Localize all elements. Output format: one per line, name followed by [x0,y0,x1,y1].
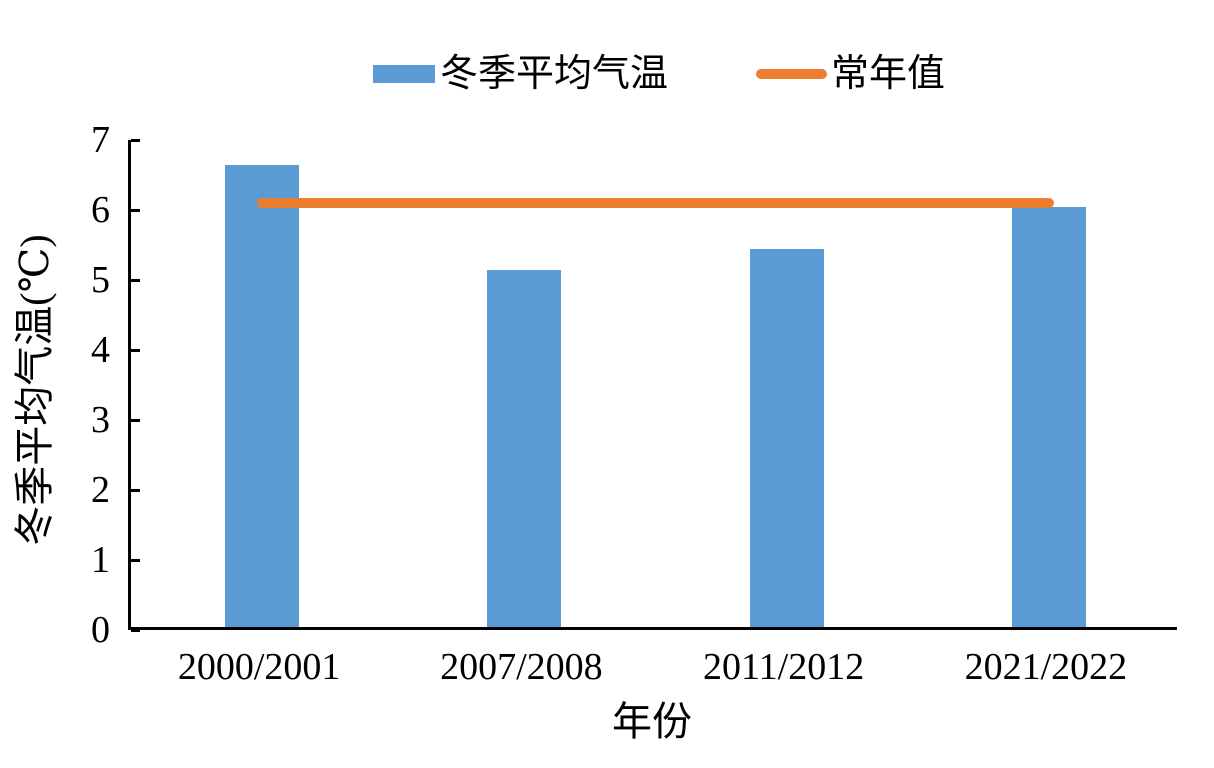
bar-series-swatch-icon [373,65,435,83]
y-axis-tick-label: 0 [91,609,110,651]
y-axis-tick-label: 7 [91,119,110,161]
x-category-label-2011-2012: 2011/2012 [703,646,865,688]
line-series-swatch-icon [756,69,828,79]
legend-label: 冬季平均气温 [440,53,669,95]
x-category-label-2000-2001: 2000/2001 [177,646,341,688]
y-axis-tick [131,348,140,352]
y-axis-tick [131,418,140,422]
legend-label: 常年值 [831,53,946,95]
y-axis-tick-label: 2 [91,469,110,511]
bar-2021-2022 [1011,207,1086,627]
y-axis-tick [131,138,140,142]
legend-item-normal-value: 常年值 [756,50,945,98]
y-axis-tick [131,628,140,632]
y-axis-tick-label: 5 [91,259,110,301]
y-axis-tick [131,488,140,492]
x-category-label-2021-2022: 2021/2022 [964,646,1128,688]
bar-2000-2001 [225,165,300,627]
y-axis-tick [131,278,140,282]
y-axis-tick [131,208,140,212]
legend-item-winter-avg-temp: 冬季平均气温 [373,50,668,98]
y-axis-title: 冬季平均气温(℃) [12,234,57,546]
y-axis-tick-label: 1 [91,539,110,581]
y-axis-tick-label: 6 [91,189,110,231]
y-axis-tick-label: 4 [91,329,110,371]
x-category-label-2007-2008: 2007/2008 [440,646,603,688]
y-axis-tick [131,558,140,562]
chart-legend: 冬季平均气温 常年值 [373,50,945,98]
normal-value-line [257,198,1054,208]
bar-2007-2008 [487,270,562,627]
bar-2011-2012 [749,249,824,627]
x-axis-title: 年份 [612,699,692,744]
plot-area [128,138,1177,632]
y-axis-tick-label: 3 [91,399,110,441]
